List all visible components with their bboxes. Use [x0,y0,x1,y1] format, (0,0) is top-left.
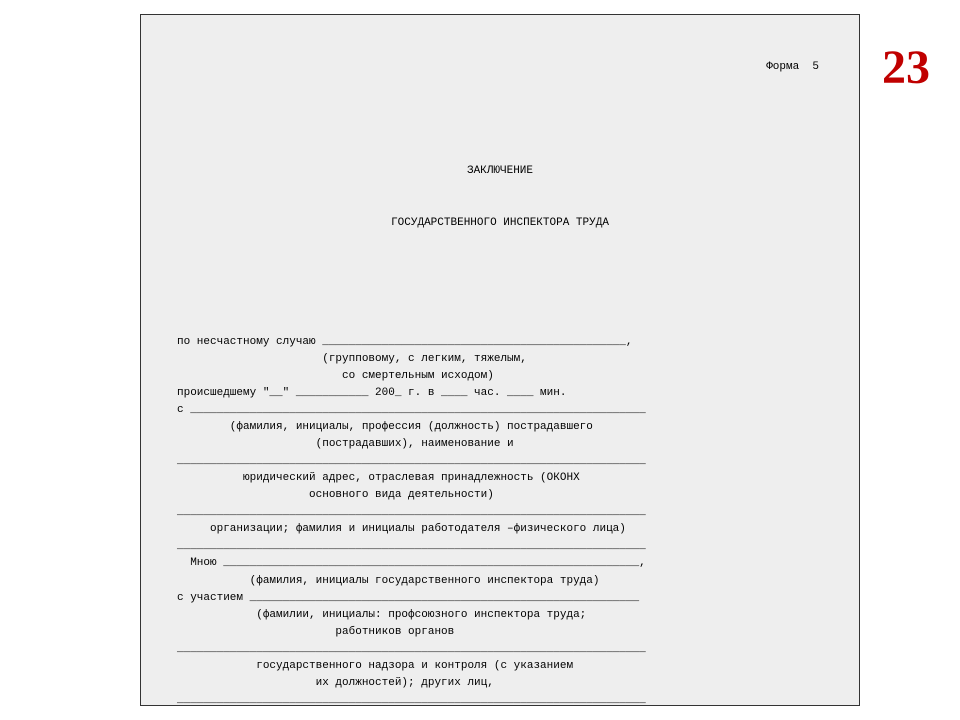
form-line: ________________________________________… [177,540,646,552]
form-line: ________________________________________… [177,506,646,518]
form-line: со смертельным исходом) [177,370,494,382]
form-line: их должностей); других лиц, [177,677,494,689]
form-line: ________________________________________… [177,455,646,467]
form-line: с участием _____________________________… [177,592,639,604]
form-line: ________________________________________… [177,694,646,706]
blank-line [177,112,823,129]
form-line: происшедшему "__" ___________ 200_ г. в … [177,387,566,399]
form-line: организации; фамилия и инициалы работода… [177,523,626,535]
form-line: (фамилия, инициалы государственного инсп… [177,575,599,587]
form-line: по несчастному случаю __________________… [177,336,632,348]
form-line: работников органов [177,626,454,638]
form-line: (групповому, с легким, тяжелым, [177,353,527,365]
form-document: Форма 5 ЗАКЛЮЧЕНИЕ ГОСУДАРСТВЕННОГО ИНСП… [140,14,860,706]
form-header: Форма 5 [177,59,823,76]
form-line: (пострадавших), наименование и [177,438,514,450]
title-line-1: ЗАКЛЮЧЕНИЕ [177,163,823,180]
form-line: Мною ___________________________________… [177,557,646,569]
page-number: 23 [882,40,930,95]
form-line: с ______________________________________… [177,404,646,416]
form-line: (фамилии, инициалы: профсоюзного инспект… [177,609,586,621]
form-line: (фамилия, инициалы, профессия (должность… [177,421,593,433]
blank-line [177,266,823,283]
title-line-2: ГОСУДАРСТВЕННОГО ИНСПЕКТОРА ТРУДА [177,215,823,232]
form-line: ________________________________________… [177,643,646,655]
form-line: юридический адрес, отраслевая принадлежн… [177,472,580,484]
form-line: государственного надзора и контроля (с у… [177,660,573,672]
form-body: по несчастному случаю __________________… [177,317,823,706]
form-line: основного вида деятельности) [177,489,494,501]
